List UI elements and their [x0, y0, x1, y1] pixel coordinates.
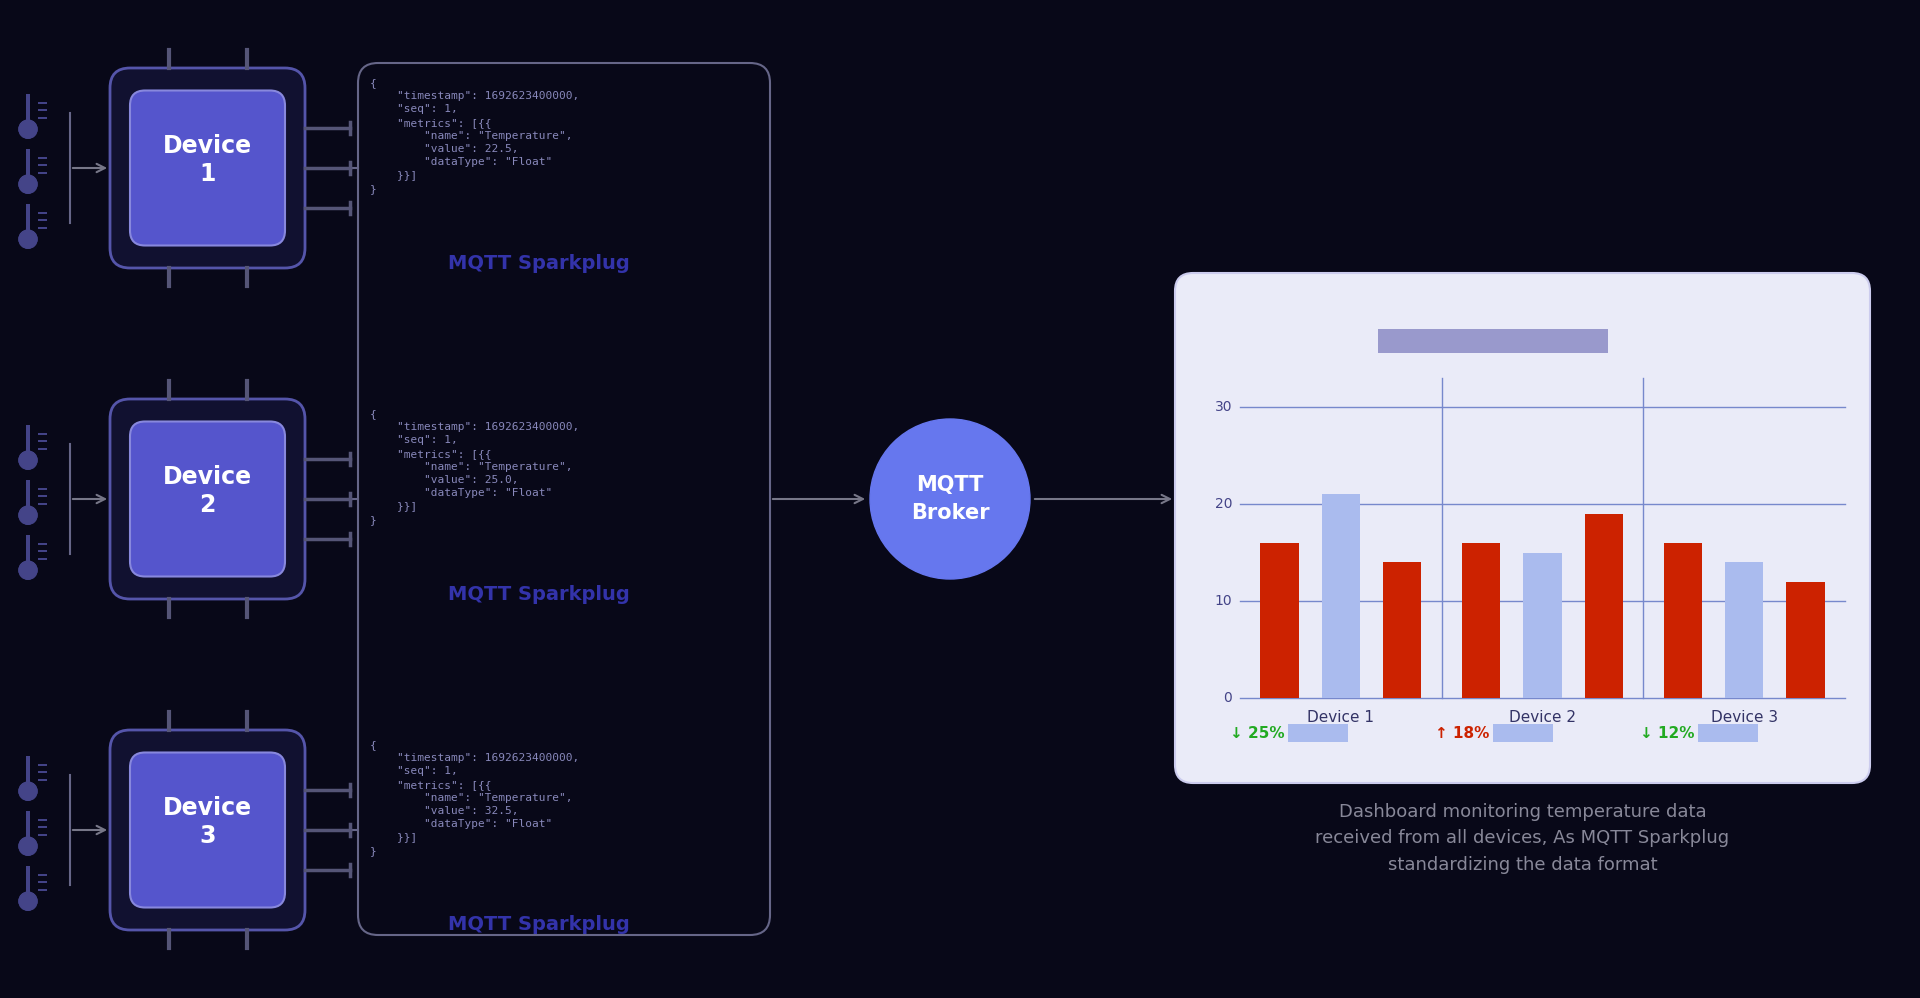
- Bar: [25, 205, 31, 233]
- FancyBboxPatch shape: [109, 68, 305, 268]
- FancyBboxPatch shape: [131, 421, 284, 577]
- Circle shape: [19, 782, 36, 800]
- Bar: [1288, 724, 1348, 742]
- Circle shape: [19, 231, 36, 249]
- Text: ↓ 12%: ↓ 12%: [1640, 726, 1695, 741]
- Bar: [1697, 724, 1759, 742]
- Bar: [25, 205, 31, 233]
- Text: Device
2: Device 2: [163, 465, 252, 517]
- FancyBboxPatch shape: [131, 91, 284, 246]
- Bar: [1786, 582, 1824, 698]
- Bar: [25, 811, 31, 840]
- FancyBboxPatch shape: [131, 752, 284, 907]
- Circle shape: [19, 892, 36, 910]
- FancyBboxPatch shape: [109, 730, 305, 930]
- Text: {
    "timestamp": 1692623400000,
    "seq": 1,
    "metrics": [{{
        "name: { "timestamp": 1692623400000, "seq": 1, …: [371, 409, 580, 525]
- Circle shape: [19, 176, 36, 194]
- Bar: [25, 811, 31, 840]
- Text: MQTT: MQTT: [916, 475, 983, 495]
- Bar: [1724, 562, 1763, 698]
- Bar: [25, 149, 31, 178]
- Text: Device
1: Device 1: [163, 134, 252, 186]
- Text: ↓ 25%: ↓ 25%: [1231, 726, 1284, 741]
- Text: Dashboard monitoring temperature data
received from all devices, As MQTT Sparkpl: Dashboard monitoring temperature data re…: [1315, 803, 1730, 874]
- Circle shape: [19, 451, 36, 469]
- Circle shape: [19, 892, 36, 910]
- Circle shape: [19, 837, 36, 855]
- Bar: [25, 149, 31, 178]
- Circle shape: [19, 561, 36, 579]
- Bar: [1377, 329, 1607, 353]
- Bar: [1321, 494, 1359, 698]
- Bar: [25, 756, 31, 784]
- Bar: [1494, 724, 1553, 742]
- Bar: [1665, 543, 1701, 698]
- Bar: [25, 756, 31, 784]
- Bar: [1260, 543, 1298, 698]
- Bar: [25, 535, 31, 564]
- Circle shape: [19, 176, 36, 194]
- Text: {
    "timestamp": 1692623400000,
    "seq": 1,
    "metrics": [{{
        "name: { "timestamp": 1692623400000, "seq": 1, …: [371, 740, 580, 855]
- Circle shape: [19, 506, 36, 524]
- Circle shape: [19, 506, 36, 524]
- Text: Device 2: Device 2: [1509, 710, 1576, 725]
- Bar: [25, 480, 31, 509]
- Text: MQTT Sparkplug: MQTT Sparkplug: [447, 915, 630, 934]
- Circle shape: [19, 561, 36, 579]
- Bar: [1461, 543, 1500, 698]
- Text: 20: 20: [1215, 497, 1233, 511]
- Bar: [25, 94, 31, 123]
- Text: Device 3: Device 3: [1711, 710, 1778, 725]
- Bar: [1382, 562, 1421, 698]
- FancyBboxPatch shape: [109, 399, 305, 599]
- Text: Broker: Broker: [910, 503, 989, 523]
- Text: MQTT Sparkplug: MQTT Sparkplug: [447, 585, 630, 604]
- Text: ↑ 18%: ↑ 18%: [1434, 726, 1490, 741]
- Text: 30: 30: [1215, 400, 1233, 414]
- Bar: [25, 425, 31, 454]
- Text: Device 1: Device 1: [1308, 710, 1375, 725]
- Circle shape: [19, 120, 36, 138]
- Bar: [25, 425, 31, 454]
- Bar: [1523, 553, 1561, 698]
- Bar: [25, 535, 31, 564]
- Bar: [25, 866, 31, 895]
- Bar: [1584, 514, 1622, 698]
- Text: Device
3: Device 3: [163, 796, 252, 848]
- Text: {
    "timestamp": 1692623400000,
    "seq": 1,
    "metrics": [{{
        "name: { "timestamp": 1692623400000, "seq": 1, …: [371, 78, 580, 194]
- Text: 10: 10: [1213, 594, 1233, 608]
- Circle shape: [19, 231, 36, 249]
- Circle shape: [19, 782, 36, 800]
- FancyBboxPatch shape: [1175, 273, 1870, 783]
- Circle shape: [19, 120, 36, 138]
- Bar: [25, 94, 31, 123]
- Circle shape: [870, 419, 1029, 579]
- Circle shape: [19, 451, 36, 469]
- Bar: [25, 866, 31, 895]
- Text: 0: 0: [1223, 691, 1233, 705]
- Text: MQTT Sparkplug: MQTT Sparkplug: [447, 253, 630, 272]
- Circle shape: [19, 837, 36, 855]
- Bar: [25, 480, 31, 509]
